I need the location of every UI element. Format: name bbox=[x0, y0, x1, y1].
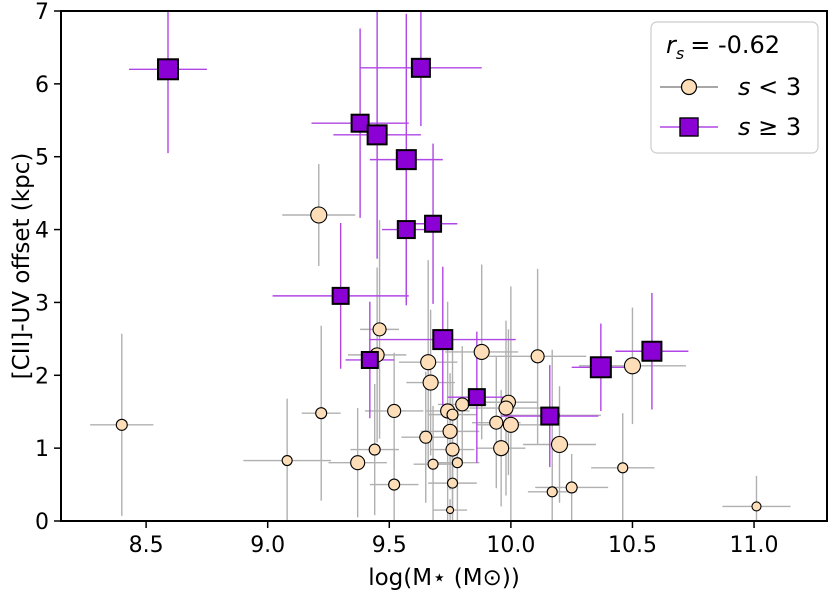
square-marker bbox=[467, 388, 486, 407]
square-marker bbox=[366, 124, 388, 146]
x-tick-label: 9.5 bbox=[372, 533, 407, 558]
legend: rs = -0.62 s < 3 s ≥ 3 bbox=[650, 21, 819, 154]
circle-marker bbox=[751, 501, 762, 512]
circle-marker bbox=[617, 462, 629, 474]
circle-marker bbox=[419, 430, 433, 444]
y-tick-label: 6 bbox=[35, 73, 49, 98]
circle-marker bbox=[445, 442, 460, 457]
circle-marker bbox=[310, 206, 328, 224]
circle-marker bbox=[455, 397, 470, 412]
y-tick-label: 4 bbox=[35, 219, 49, 244]
x-tick-label: 10.5 bbox=[608, 533, 657, 558]
circle-marker bbox=[493, 440, 510, 457]
legend-label-low: s < 3 bbox=[738, 73, 801, 101]
legend-stat-value: = -0.62 bbox=[690, 31, 780, 59]
circle-marker bbox=[498, 400, 514, 416]
square-marker bbox=[396, 220, 416, 240]
circle-marker bbox=[115, 418, 128, 431]
y-tick-label: 7 bbox=[35, 0, 49, 25]
circle-marker bbox=[422, 374, 439, 391]
circle-marker bbox=[623, 357, 642, 375]
square-marker bbox=[540, 406, 560, 426]
circle-marker bbox=[315, 407, 328, 420]
square-marker bbox=[432, 329, 454, 351]
circle-marker bbox=[387, 403, 402, 419]
circle-marker bbox=[473, 343, 490, 361]
circle-marker bbox=[372, 322, 387, 337]
square-marker bbox=[360, 350, 379, 369]
circle-marker bbox=[530, 349, 545, 364]
x-axis-ticks: 8.5 9.0 9.5 10.0 10.5 11.0 bbox=[129, 521, 779, 558]
square-marker bbox=[331, 286, 350, 305]
x-tick-label: 11.0 bbox=[730, 533, 779, 558]
circle-marker bbox=[442, 423, 458, 439]
legend-stat-symbol: r bbox=[666, 31, 678, 59]
legend-stat-label: rs = -0.62 bbox=[666, 31, 780, 63]
plot-frame bbox=[60, 10, 828, 522]
square-marker bbox=[156, 58, 179, 81]
square-marker bbox=[395, 149, 417, 171]
circle-marker bbox=[446, 506, 455, 515]
legend-label-high: s ≥ 3 bbox=[738, 113, 801, 141]
square-marker bbox=[410, 57, 431, 78]
circle-marker bbox=[546, 486, 558, 498]
y-axis-ticks: 0 1 2 3 4 5 6 7 bbox=[35, 0, 61, 535]
legend-marker-square bbox=[679, 117, 699, 137]
circle-marker bbox=[281, 454, 293, 467]
legend-marker-circle bbox=[680, 78, 698, 96]
square-marker bbox=[350, 113, 370, 133]
circle-marker bbox=[451, 457, 463, 469]
circle-marker bbox=[550, 435, 569, 454]
square-marker bbox=[589, 356, 612, 379]
circle-marker bbox=[446, 408, 459, 421]
y-tick-label: 3 bbox=[35, 291, 49, 316]
circle-marker bbox=[502, 416, 519, 433]
circle-marker bbox=[489, 415, 504, 430]
y-axis-label: [CII]-UV offset (kpc) bbox=[9, 153, 35, 380]
x-tick-label: 9.0 bbox=[250, 533, 285, 558]
x-tick-label: 8.5 bbox=[129, 533, 164, 558]
y-tick-label: 5 bbox=[35, 146, 49, 171]
legend-stat-subscript: s bbox=[676, 44, 684, 63]
data-markers bbox=[115, 57, 762, 515]
y-tick-label: 0 bbox=[35, 510, 49, 535]
circle-marker bbox=[368, 443, 381, 456]
circle-marker bbox=[350, 455, 366, 471]
x-axis-label: log(M⋆ (M⊙)) bbox=[368, 565, 520, 591]
x-tick-label: 10.0 bbox=[486, 533, 535, 558]
circle-marker bbox=[388, 478, 401, 491]
y-tick-label: 2 bbox=[35, 364, 49, 389]
circle-marker bbox=[427, 458, 439, 470]
square-marker bbox=[424, 214, 443, 233]
circle-marker bbox=[565, 481, 578, 494]
circle-marker bbox=[420, 354, 437, 371]
circle-marker bbox=[446, 477, 459, 489]
square-marker bbox=[641, 340, 663, 362]
y-tick-label: 1 bbox=[35, 437, 49, 462]
